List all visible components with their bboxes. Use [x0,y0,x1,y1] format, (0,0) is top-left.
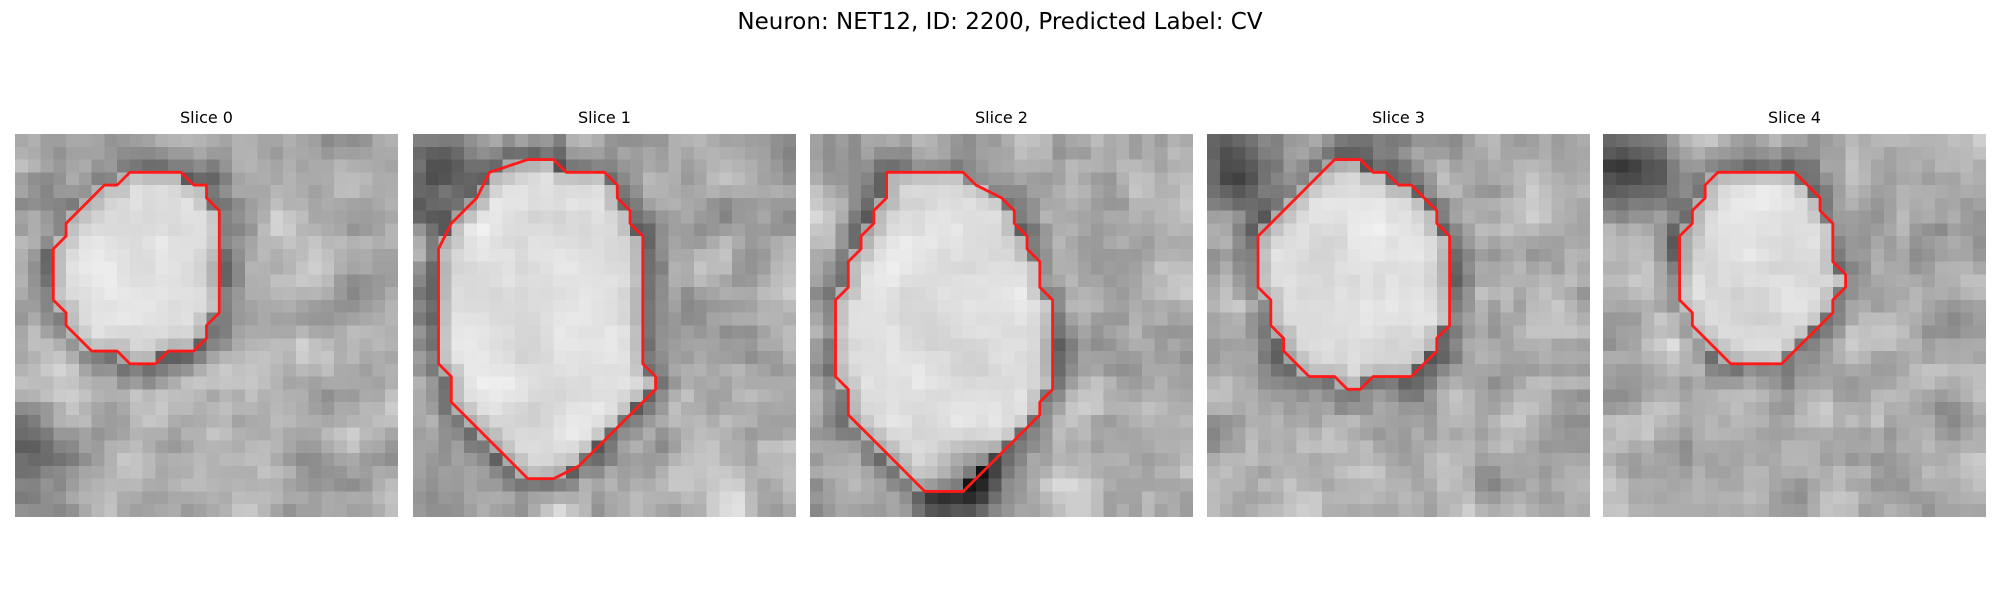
slice-title-2: Slice 2 [975,108,1028,127]
slice-title-4: Slice 4 [1768,108,1821,127]
slice-title-1: Slice 1 [578,108,631,127]
slice-panel-0: Slice 0 [15,108,398,517]
slice-image-4 [1603,134,1986,517]
slice-image-0 [15,134,398,517]
slice-image-2 [810,134,1193,517]
segmentation-contour [437,158,657,481]
slice-panel-1: Slice 1 [413,108,796,517]
slice-title-3: Slice 3 [1372,108,1425,127]
slice-title-0: Slice 0 [180,108,233,127]
slice-panel-4: Slice 4 [1603,108,1986,517]
segmentation-contour [1256,158,1451,391]
slice-image-3 [1207,134,1590,517]
figure-title: Neuron: NET12, ID: 2200, Predicted Label… [737,9,1263,35]
slice-image-1 [413,134,796,517]
slice-panel-3: Slice 3 [1207,108,1590,517]
segmentation-contour [1678,170,1847,366]
segmentation-contour [834,170,1054,493]
segmentation-contour [51,170,221,366]
slice-panel-2: Slice 2 [810,108,1193,517]
